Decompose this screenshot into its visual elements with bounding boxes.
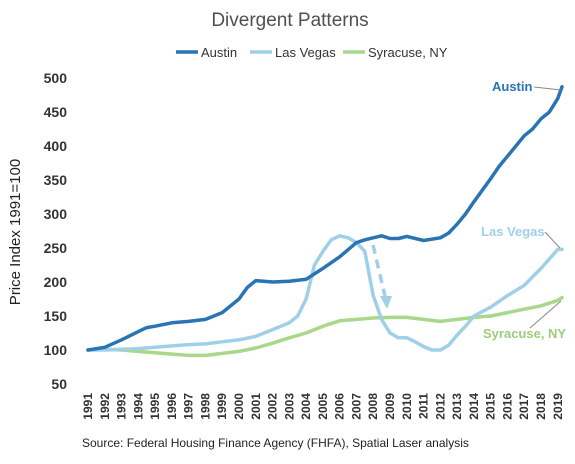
y-tick-label: 450 bbox=[44, 104, 68, 120]
x-tick-label: 2005 bbox=[316, 393, 330, 420]
leader-line-syracuse bbox=[529, 300, 562, 329]
series-lines bbox=[86, 85, 564, 358]
annotations: Austin Las Vegas Syracuse, NY bbox=[371, 79, 566, 341]
x-tick-label: 2014 bbox=[467, 393, 481, 420]
leader-line-las-vegas bbox=[544, 231, 561, 249]
x-axis-ticks: 1991 1992 1993 1994 1995 1996 1997 1998 1999 2000… bbox=[81, 393, 565, 420]
x-tick-label: 2000 bbox=[232, 393, 246, 420]
x-tick-label: 1997 bbox=[182, 393, 196, 420]
x-tick-label: 2006 bbox=[333, 393, 347, 420]
legend: Austin Las Vegas Syracuse, NY bbox=[176, 45, 448, 60]
y-tick-label: 150 bbox=[44, 308, 68, 324]
x-tick-label: 2010 bbox=[400, 393, 414, 420]
y-tick-label: 200 bbox=[44, 274, 68, 290]
x-tick-label: 2003 bbox=[282, 393, 296, 420]
x-tick-label: 2017 bbox=[517, 393, 531, 420]
x-tick-label: 2007 bbox=[349, 393, 363, 420]
series-label-syracuse: Syracuse, NY bbox=[483, 326, 566, 341]
x-tick-label: 2019 bbox=[551, 393, 565, 420]
legend-label-syracuse: Syracuse, NY bbox=[368, 45, 448, 60]
x-tick-label: 2011 bbox=[417, 393, 431, 419]
x-tick-label: 2002 bbox=[266, 393, 280, 420]
y-axis-label: Price Index 1991=100 bbox=[7, 159, 24, 305]
legend-label-las-vegas: Las Vegas bbox=[275, 45, 336, 60]
series-line-syracuse bbox=[86, 295, 564, 358]
y-tick-label: 100 bbox=[44, 342, 68, 358]
y-tick-label: 500 bbox=[44, 70, 68, 86]
x-tick-label: 1998 bbox=[198, 393, 212, 420]
legend-label-austin: Austin bbox=[201, 45, 237, 60]
source-note: Source: Federal Housing Finance Agency (… bbox=[82, 436, 469, 450]
trend-arrow-head bbox=[380, 296, 392, 309]
x-tick-label: 2004 bbox=[299, 393, 313, 420]
y-tick-label: 400 bbox=[44, 138, 68, 154]
x-tick-label: 1993 bbox=[115, 393, 129, 420]
trend-arrow-shaft bbox=[371, 244, 387, 297]
x-tick-label: 2001 bbox=[249, 393, 263, 420]
y-tick-label: 300 bbox=[44, 206, 68, 222]
x-tick-label: 2018 bbox=[534, 393, 548, 420]
x-tick-label: 2008 bbox=[366, 393, 380, 420]
x-tick-label: 2013 bbox=[450, 393, 464, 420]
y-tick-label: 350 bbox=[44, 172, 68, 188]
chart-title: Divergent Patterns bbox=[211, 10, 368, 31]
leader-line-austin bbox=[533, 86, 562, 91]
y-tick-label: 250 bbox=[44, 240, 68, 256]
x-tick-label: 2009 bbox=[383, 393, 397, 420]
x-tick-label: 1992 bbox=[98, 393, 112, 420]
y-tick-label: 50 bbox=[51, 376, 67, 392]
series-label-austin: Austin bbox=[492, 79, 533, 94]
x-tick-label: 1996 bbox=[165, 393, 179, 420]
x-tick-label: 1999 bbox=[215, 393, 229, 420]
series-line-austin bbox=[86, 85, 564, 352]
series-label-las-vegas: Las Vegas bbox=[481, 224, 545, 239]
x-tick-label: 2016 bbox=[500, 393, 514, 420]
y-axis-ticks: 50 100 150 200 250 300 350 400 450 500 bbox=[44, 70, 68, 392]
x-tick-label: 1994 bbox=[131, 393, 145, 420]
x-tick-label: 1995 bbox=[148, 393, 162, 420]
x-tick-label: 2015 bbox=[484, 393, 498, 420]
x-tick-label: 2012 bbox=[433, 393, 447, 420]
x-tick-label: 1991 bbox=[81, 393, 95, 420]
